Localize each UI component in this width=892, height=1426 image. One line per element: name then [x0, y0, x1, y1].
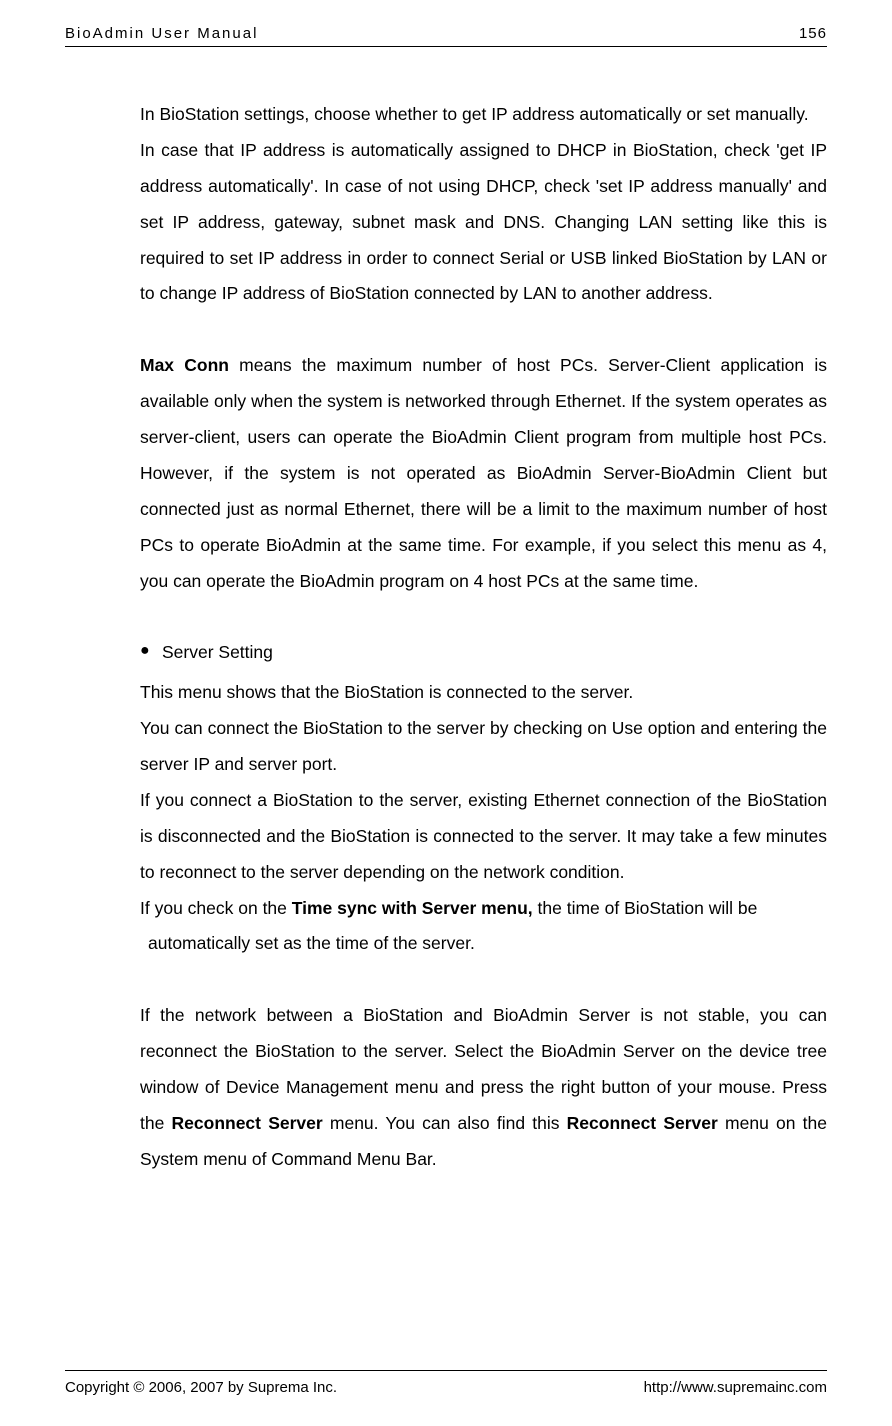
max-conn-label: Max Conn: [140, 355, 229, 375]
bullet-content: Server Setting: [162, 635, 827, 671]
server-p4-line2: automatically set as the time of the ser…: [140, 926, 827, 962]
server-p1: This menu shows that the BioStation is c…: [140, 675, 827, 711]
max-conn-text: means the maximum number of host PCs. Se…: [140, 355, 827, 590]
paragraph-max-conn: Max Conn means the maximum number of hos…: [140, 348, 827, 599]
server-p5-bold2: Reconnect Server: [567, 1113, 718, 1133]
bullet-server-setting: ● Server Setting: [140, 635, 827, 671]
copyright-text: Copyright © 2006, 2007 by Suprema Inc.: [65, 1379, 337, 1396]
server-p5: If the network between a BioStation and …: [140, 998, 827, 1177]
paragraph-ip-address: In case that IP address is automatically…: [140, 133, 827, 312]
header-title: BioAdmin User Manual: [65, 25, 258, 42]
server-setting-body: This menu shows that the BioStation is c…: [140, 675, 827, 1177]
server-p4-rest: the time of BioStation will be: [533, 898, 758, 918]
document-page: BioAdmin User Manual 156 In BioStation s…: [0, 0, 892, 1426]
paragraph-intro: In BioStation settings, choose whether t…: [140, 97, 827, 133]
bullet-icon: ●: [140, 635, 162, 671]
server-p2: You can connect the BioStation to the se…: [140, 711, 827, 783]
page-header: BioAdmin User Manual 156: [65, 25, 827, 47]
server-p4-pre: If you check on the: [140, 898, 292, 918]
page-content: In BioStation settings, choose whether t…: [65, 97, 827, 1370]
server-p5-mid: menu. You can also find this: [323, 1113, 567, 1133]
server-p4-bold: Time sync with Server menu,: [292, 898, 533, 918]
page-footer: Copyright © 2006, 2007 by Suprema Inc. h…: [65, 1370, 827, 1396]
server-p5-bold1: Reconnect Server: [172, 1113, 323, 1133]
bullet-title: Server Setting: [162, 635, 827, 671]
server-p3: If you connect a BioStation to the serve…: [140, 783, 827, 891]
server-p4-line1: If you check on the Time sync with Serve…: [140, 891, 827, 927]
footer-url: http://www.supremainc.com: [644, 1379, 827, 1396]
page-number: 156: [799, 25, 827, 42]
